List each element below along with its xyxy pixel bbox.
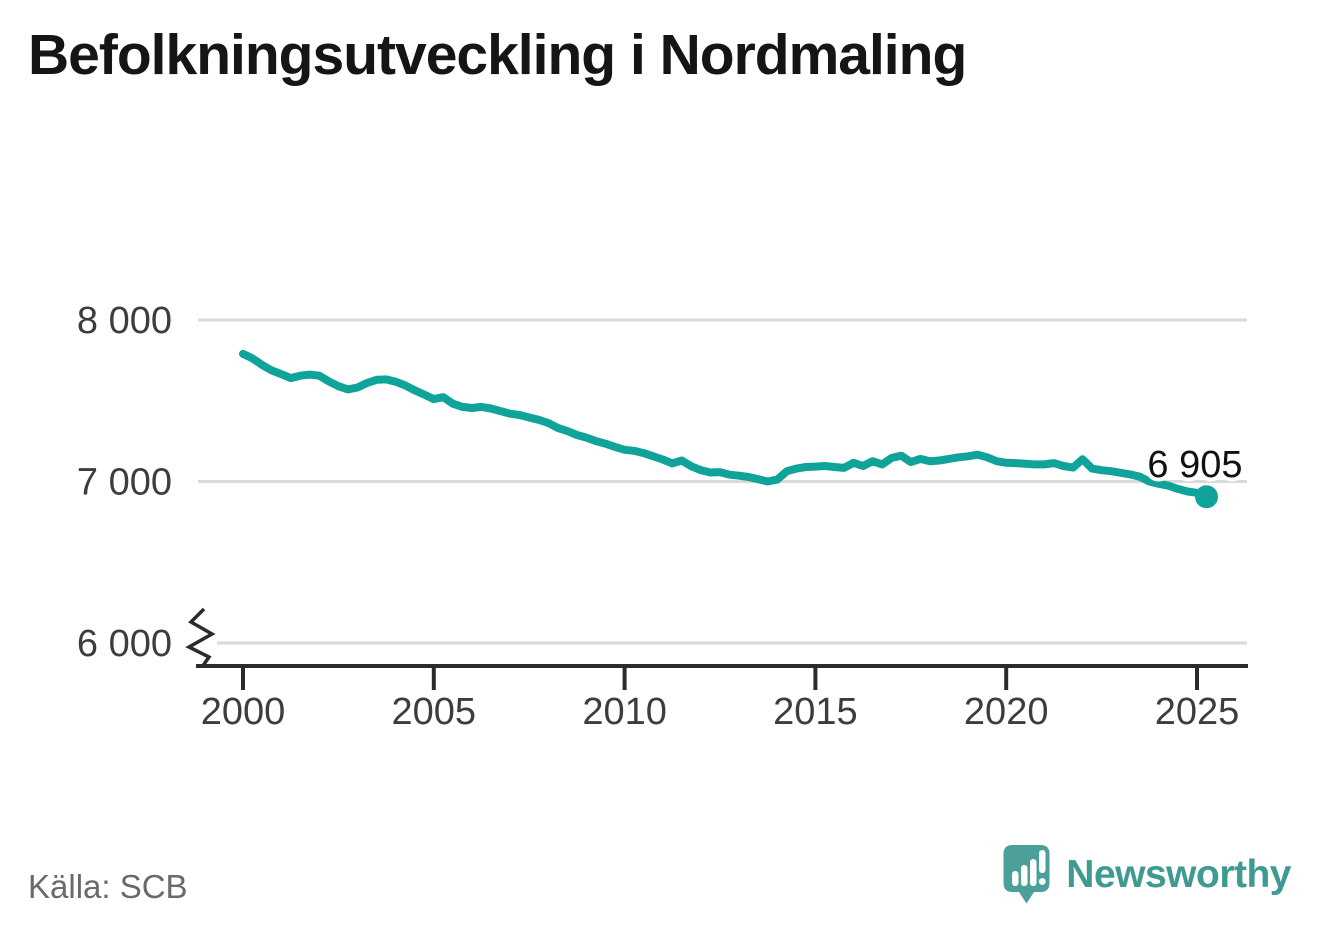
y-tick-label: 7 000 (77, 462, 172, 504)
x-tick-label: 2000 (201, 691, 286, 733)
endpoint-label: 6 905 (1147, 444, 1242, 486)
x-tick-label: 2025 (1155, 691, 1240, 733)
chart-title: Befolkningsutveckling i Nordmaling (28, 23, 967, 87)
x-tick-label: 2015 (773, 691, 858, 733)
x-tick-label: 2005 (392, 691, 477, 733)
newsworthy-wordmark: Newsworthy (1066, 852, 1291, 896)
y-tick-label: 6 000 (77, 623, 172, 665)
y-tick-label: 8 000 (77, 300, 172, 342)
axis-break-icon (185, 607, 216, 669)
x-tick-label: 2020 (964, 691, 1049, 733)
newsworthy-logo: Newsworthy (1001, 843, 1291, 906)
bar-medium (1021, 865, 1028, 886)
bar-large (1030, 859, 1037, 886)
newsworthy-bubble-chart-icon (1003, 845, 1050, 904)
population-line (239, 349, 1211, 501)
bar-chart-glyph (1012, 850, 1046, 886)
exclamation-bar (1039, 850, 1046, 873)
x-tick-label: 2010 (582, 691, 667, 733)
endpoint-marker (1195, 485, 1218, 509)
source-note: Källa: SCB (28, 868, 188, 905)
exclamation-dot (1039, 878, 1046, 885)
bar-small (1012, 871, 1019, 886)
